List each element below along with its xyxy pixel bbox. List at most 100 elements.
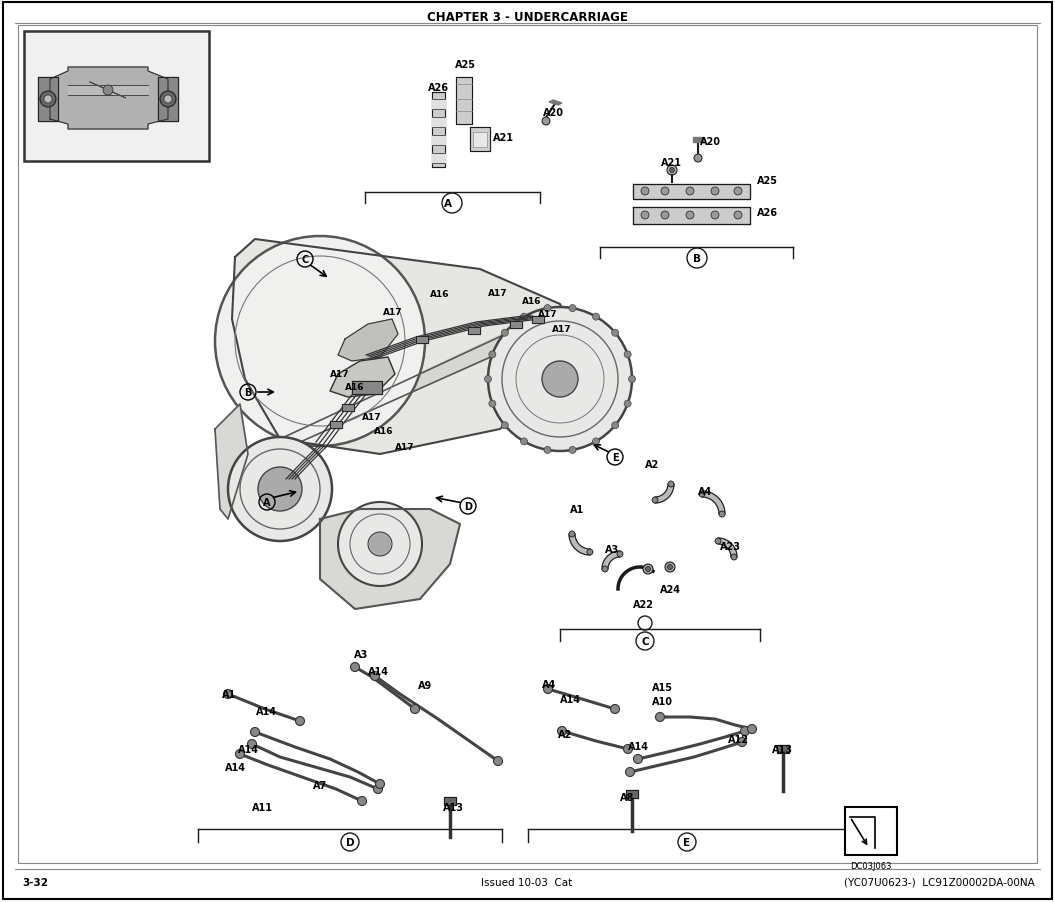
Circle shape [488,308,632,452]
Circle shape [358,796,366,805]
Text: A2: A2 [645,459,659,469]
Circle shape [720,511,725,518]
Text: CHAPTER 3 - UNDERCARRIAGE: CHAPTER 3 - UNDERCARRIAGE [426,11,628,24]
Circle shape [652,497,658,503]
Circle shape [661,212,669,220]
Circle shape [235,750,245,759]
Text: A12: A12 [728,734,749,744]
Text: A10: A10 [652,696,673,706]
Circle shape [557,727,567,736]
Polygon shape [232,240,575,455]
Circle shape [295,717,305,726]
Circle shape [734,212,742,220]
Text: A14: A14 [368,667,389,676]
Text: Issued 10-03  Cat: Issued 10-03 Cat [481,877,573,887]
Text: A14: A14 [238,744,258,754]
Text: D: D [346,837,354,847]
Polygon shape [602,551,620,569]
Circle shape [625,352,631,358]
Circle shape [520,314,528,321]
Text: A14: A14 [256,706,277,716]
Text: DC03J063: DC03J063 [850,861,891,870]
Text: A11: A11 [252,802,273,812]
Circle shape [748,724,756,733]
Circle shape [543,685,553,694]
Text: A15: A15 [652,682,673,692]
Text: A4: A4 [542,679,556,689]
Circle shape [258,467,302,511]
Text: B: B [693,253,701,263]
Circle shape [569,446,576,454]
Text: A16: A16 [430,290,449,299]
Polygon shape [280,309,563,449]
Circle shape [667,166,677,176]
Polygon shape [776,745,789,753]
Circle shape [617,551,624,557]
Polygon shape [549,101,562,106]
Circle shape [520,438,528,446]
Text: A24: A24 [660,584,680,594]
Circle shape [641,212,649,220]
Circle shape [569,305,576,312]
Polygon shape [693,138,703,143]
Polygon shape [633,185,750,199]
Circle shape [373,785,383,794]
Circle shape [611,704,619,713]
Circle shape [368,532,392,557]
Circle shape [661,188,669,196]
Circle shape [741,727,749,736]
Text: A8: A8 [620,792,634,802]
Circle shape [668,482,674,487]
Polygon shape [633,207,750,225]
Text: A17: A17 [362,413,382,422]
Circle shape [488,400,496,408]
Text: A14: A14 [225,762,246,772]
Text: A13: A13 [772,744,793,754]
Polygon shape [38,78,58,122]
Text: B: B [245,388,252,398]
Circle shape [484,376,492,383]
Polygon shape [469,128,490,152]
Text: A17: A17 [488,290,507,299]
Circle shape [593,438,599,446]
Text: D: D [464,502,472,511]
Text: A14: A14 [628,741,649,751]
Text: A17: A17 [383,308,403,318]
Text: A26: A26 [428,83,449,93]
Bar [845,807,897,855]
Circle shape [731,555,737,560]
Text: A25: A25 [455,60,476,70]
Text: A3: A3 [605,545,619,555]
Circle shape [625,400,631,408]
Circle shape [655,713,665,722]
Text: A14: A14 [560,695,581,704]
Text: C: C [641,636,649,647]
Circle shape [215,236,425,446]
Polygon shape [342,405,354,411]
Circle shape [612,422,618,429]
Text: A21: A21 [493,133,514,143]
Text: A16: A16 [375,427,394,436]
Circle shape [587,549,593,556]
Polygon shape [431,93,445,168]
Circle shape [501,330,509,336]
Circle shape [544,446,551,454]
Polygon shape [50,68,168,130]
Polygon shape [320,510,460,610]
Text: A23: A23 [720,541,741,551]
Circle shape [164,96,172,104]
Text: A20: A20 [543,108,564,118]
Circle shape [686,212,694,220]
Text: A2: A2 [558,729,572,739]
Text: A17: A17 [552,325,572,334]
Circle shape [694,155,702,163]
Circle shape [224,690,232,699]
Polygon shape [352,382,382,394]
Circle shape [686,188,694,196]
Circle shape [542,362,578,398]
Text: A: A [444,198,452,208]
Polygon shape [431,100,445,110]
Polygon shape [431,154,445,164]
Polygon shape [416,336,428,344]
Circle shape [160,92,176,108]
